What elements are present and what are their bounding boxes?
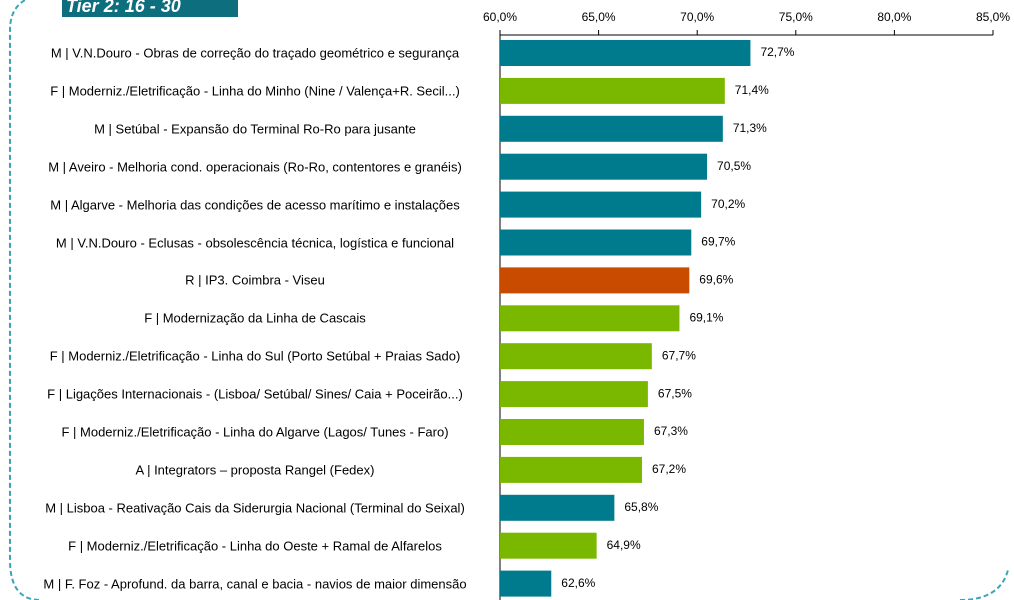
- bar: [500, 343, 652, 370]
- value-label: 71,4%: [735, 83, 769, 97]
- category-label: M | Lisboa - Reativação Cais da Siderurg…: [45, 500, 465, 516]
- value-label: 72,7%: [760, 45, 794, 59]
- category-label: F | Moderniz./Eletrificação - Linha do A…: [61, 424, 449, 440]
- value-label: 67,5%: [658, 386, 692, 400]
- value-label: 64,9%: [607, 538, 641, 552]
- category-label: R | IP3. Coimbra - Viseu: [185, 272, 325, 288]
- bar: [500, 153, 708, 180]
- category-label: M | Algarve - Melhoria das condições de …: [50, 197, 460, 213]
- frame-left: [9, 0, 41, 600]
- value-label: 67,2%: [652, 462, 686, 476]
- value-label: 70,2%: [711, 197, 745, 211]
- category-label: F | Moderniz./Eletrificação - Linha do O…: [68, 538, 442, 554]
- bar: [500, 191, 702, 218]
- bar: [500, 570, 552, 597]
- value-label: 69,7%: [701, 235, 735, 249]
- category-label: F | Moderniz./Eletrificação - Linha do S…: [49, 348, 461, 364]
- x-tick-label: 70,0%: [680, 10, 714, 24]
- category-label: M | F. Foz - Aprofund. da barra, canal e…: [43, 576, 467, 592]
- category-label: F | Modernização da Linha de Cascais: [144, 310, 366, 326]
- value-label: 67,3%: [654, 424, 688, 438]
- bar: [500, 494, 615, 521]
- bar: [500, 229, 692, 256]
- value-label: 71,3%: [733, 121, 767, 135]
- bar: [500, 115, 723, 142]
- category-label: M | V.N.Douro - Obras de correção do tra…: [50, 45, 460, 61]
- x-tick-label: 80,0%: [877, 10, 911, 24]
- category-label: F | Ligações Internacionais - (Lisboa/ S…: [47, 386, 463, 402]
- frame-right: [959, 569, 1009, 600]
- value-label: 70,5%: [717, 159, 751, 173]
- category-label: M | Setúbal - Expansão do Terminal Ro-Ro…: [94, 121, 416, 137]
- x-tick-label: 65,0%: [582, 10, 616, 24]
- value-label: 69,6%: [699, 273, 733, 287]
- bar: [500, 381, 648, 408]
- value-label: 67,7%: [662, 348, 696, 362]
- bar: [500, 267, 690, 294]
- bar: [500, 456, 642, 483]
- tier-badge: Tier 2: 16 - 30: [62, 0, 238, 17]
- x-tick-label: 85,0%: [976, 10, 1010, 24]
- value-label: 65,8%: [624, 500, 658, 514]
- bar: [500, 532, 597, 559]
- value-label: 69,1%: [689, 310, 723, 324]
- category-label: M | Aveiro - Melhoria cond. operacionais…: [48, 159, 462, 175]
- x-tick-label: 75,0%: [779, 10, 813, 24]
- bar: [500, 305, 680, 332]
- bar: [500, 40, 751, 66]
- category-label: M | V.N.Douro - Eclusas - obsolescência …: [55, 235, 455, 250]
- value-label: 62,6%: [561, 576, 595, 590]
- category-label: A | Integrators – proposta Rangel (Fedex…: [135, 462, 375, 478]
- bar: [500, 419, 644, 445]
- x-tick-label: 60,0%: [483, 10, 517, 24]
- category-label: F | Moderniz./Eletrificação - Linha do M…: [50, 83, 460, 99]
- bar: [500, 77, 725, 104]
